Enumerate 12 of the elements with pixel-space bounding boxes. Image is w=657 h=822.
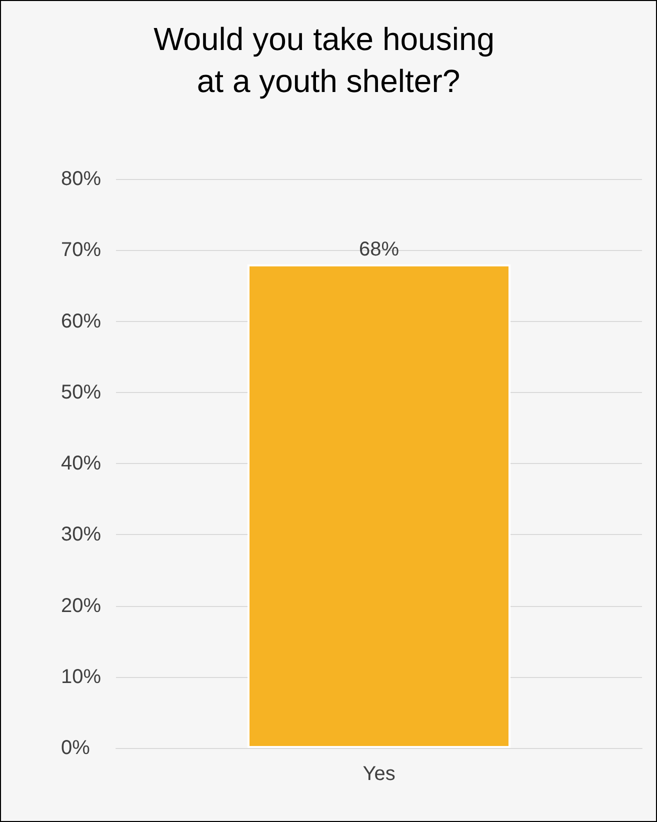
y-tick-label: 10% [61, 666, 102, 688]
x-tick-label: Yes [362, 763, 396, 785]
y-tick-label: 20% [61, 594, 102, 617]
data-label: 68% [358, 238, 400, 260]
y-tick-label: 80% [61, 168, 102, 190]
y-tick-label: 0% [61, 737, 90, 759]
chart-title: Would you take housing at a youth shelter? [154, 21, 504, 99]
y-tick-label: 30% [61, 524, 102, 546]
y-tick-label: 70% [61, 239, 102, 262]
y-tick-label: 50% [61, 381, 102, 404]
y-tick-label: 40% [61, 452, 102, 474]
y-tick-label: 60% [61, 310, 102, 332]
